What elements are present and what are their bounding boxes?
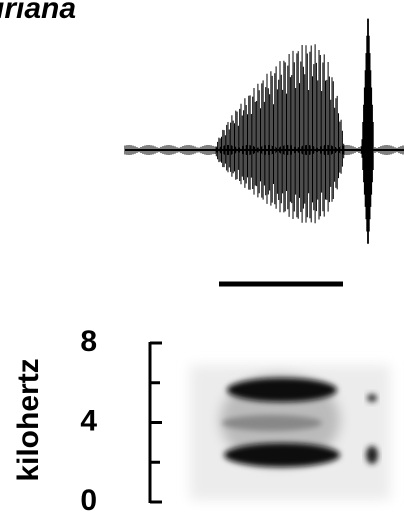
lower-band [224, 443, 340, 467]
species-name: iriana [0, 0, 76, 25]
waveform [124, 18, 404, 244]
spectrogram [190, 365, 390, 500]
middle-band [222, 415, 322, 431]
y-tick-label: 4 [80, 404, 97, 437]
y-tick-label: 8 [80, 325, 97, 358]
y-tick-label: 0 [80, 484, 97, 512]
waveform-trace [124, 18, 404, 244]
y-axis-label: kilohertz [12, 358, 45, 481]
upper-band [227, 378, 337, 402]
click-high [367, 394, 377, 402]
click-low [366, 446, 378, 464]
